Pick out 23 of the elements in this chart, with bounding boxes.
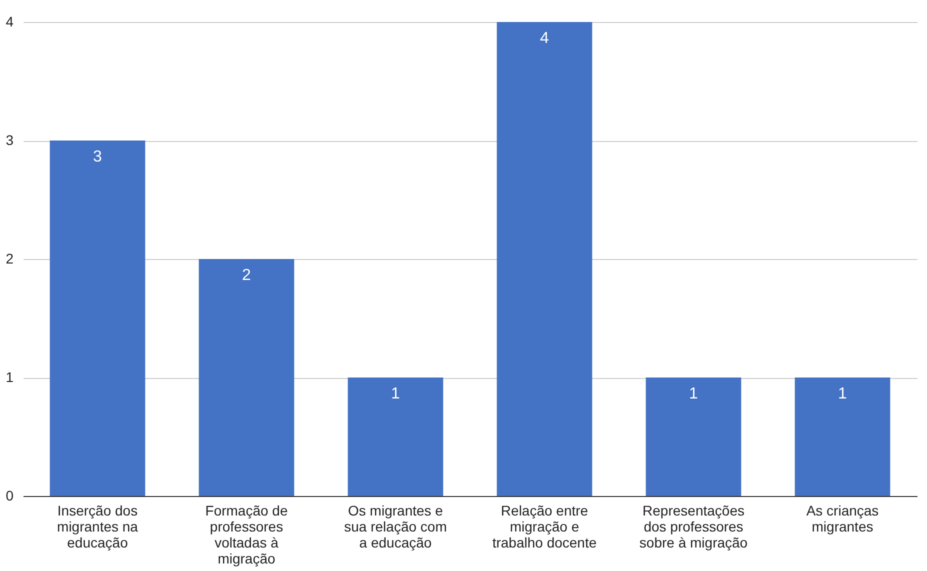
x-tick-label: Representações dos professores sobre à migração	[639, 502, 748, 550]
bar	[50, 140, 146, 496]
bar	[496, 22, 592, 496]
bar	[646, 378, 742, 496]
x-tick-label: Inserção dos migrantes na educação	[57, 502, 138, 550]
bar	[794, 378, 890, 496]
x-tick-label: Os migrantes e sua relação com a educação	[344, 502, 447, 550]
bar	[198, 259, 294, 496]
data-label: 2	[242, 267, 252, 284]
data-label: 3	[93, 148, 102, 166]
y-tick-label: 3	[6, 132, 14, 148]
x-tick-label: Formação de professores voltadas à migração	[205, 502, 288, 566]
y-tick-label: 2	[6, 250, 14, 266]
y-tick-label: 0	[6, 488, 14, 504]
x-tick-label: As crianças migrantes	[806, 502, 879, 534]
y-tick-label: 1	[6, 369, 14, 385]
data-label: 1	[391, 386, 400, 402]
data-label: 4	[540, 30, 550, 47]
y-tick-label: 4	[6, 14, 14, 30]
data-label: 1	[838, 386, 848, 402]
x-tick-label: Relação entre migração e trabalho docente	[492, 502, 597, 550]
data-label: 1	[689, 386, 698, 402]
bar	[348, 378, 444, 496]
